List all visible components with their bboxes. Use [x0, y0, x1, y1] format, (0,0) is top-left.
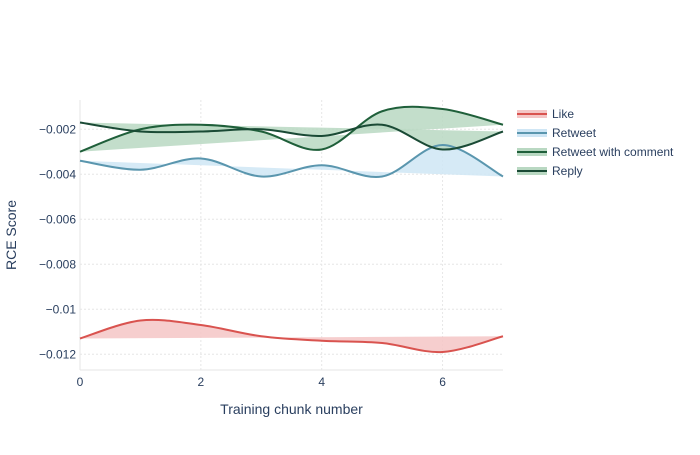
line-layer — [79, 105, 504, 354]
series-line-0 — [79, 318, 504, 354]
y-tick-label: −0.012 — [39, 347, 76, 361]
legend-label: Like — [552, 107, 574, 121]
x-tick-label: 2 — [198, 375, 205, 389]
x-tick-label: 0 — [77, 375, 84, 389]
y-tick-label: −0.002 — [39, 122, 76, 136]
series-fill-0 — [80, 319, 503, 353]
series-line-3 — [79, 121, 504, 151]
legend-label: Retweet with comment — [552, 145, 674, 159]
x-tick-label: 4 — [318, 375, 325, 389]
y-tick-label: −0.004 — [39, 167, 76, 181]
y-tick-label: −0.01 — [46, 302, 77, 316]
legend-label: Retweet — [552, 126, 597, 140]
series-line-2 — [79, 105, 504, 153]
x-axis-title: Training chunk number — [220, 401, 363, 417]
series-line-1 — [79, 143, 504, 179]
y-axis-title: RCE Score — [3, 200, 19, 270]
tick-layer: 0 2 4 6 −0.002 −0.004 −0.006 −0.008 −0.01 −0.012 — [39, 122, 446, 389]
legend-label: Reply — [552, 164, 583, 178]
legend: Like Retweet Retweet with comment Reply — [517, 107, 674, 178]
y-tick-label: −0.006 — [39, 212, 76, 226]
y-tick-label: −0.008 — [39, 257, 76, 271]
series-fill-2 — [80, 106, 503, 152]
x-tick-label: 6 — [439, 375, 446, 389]
